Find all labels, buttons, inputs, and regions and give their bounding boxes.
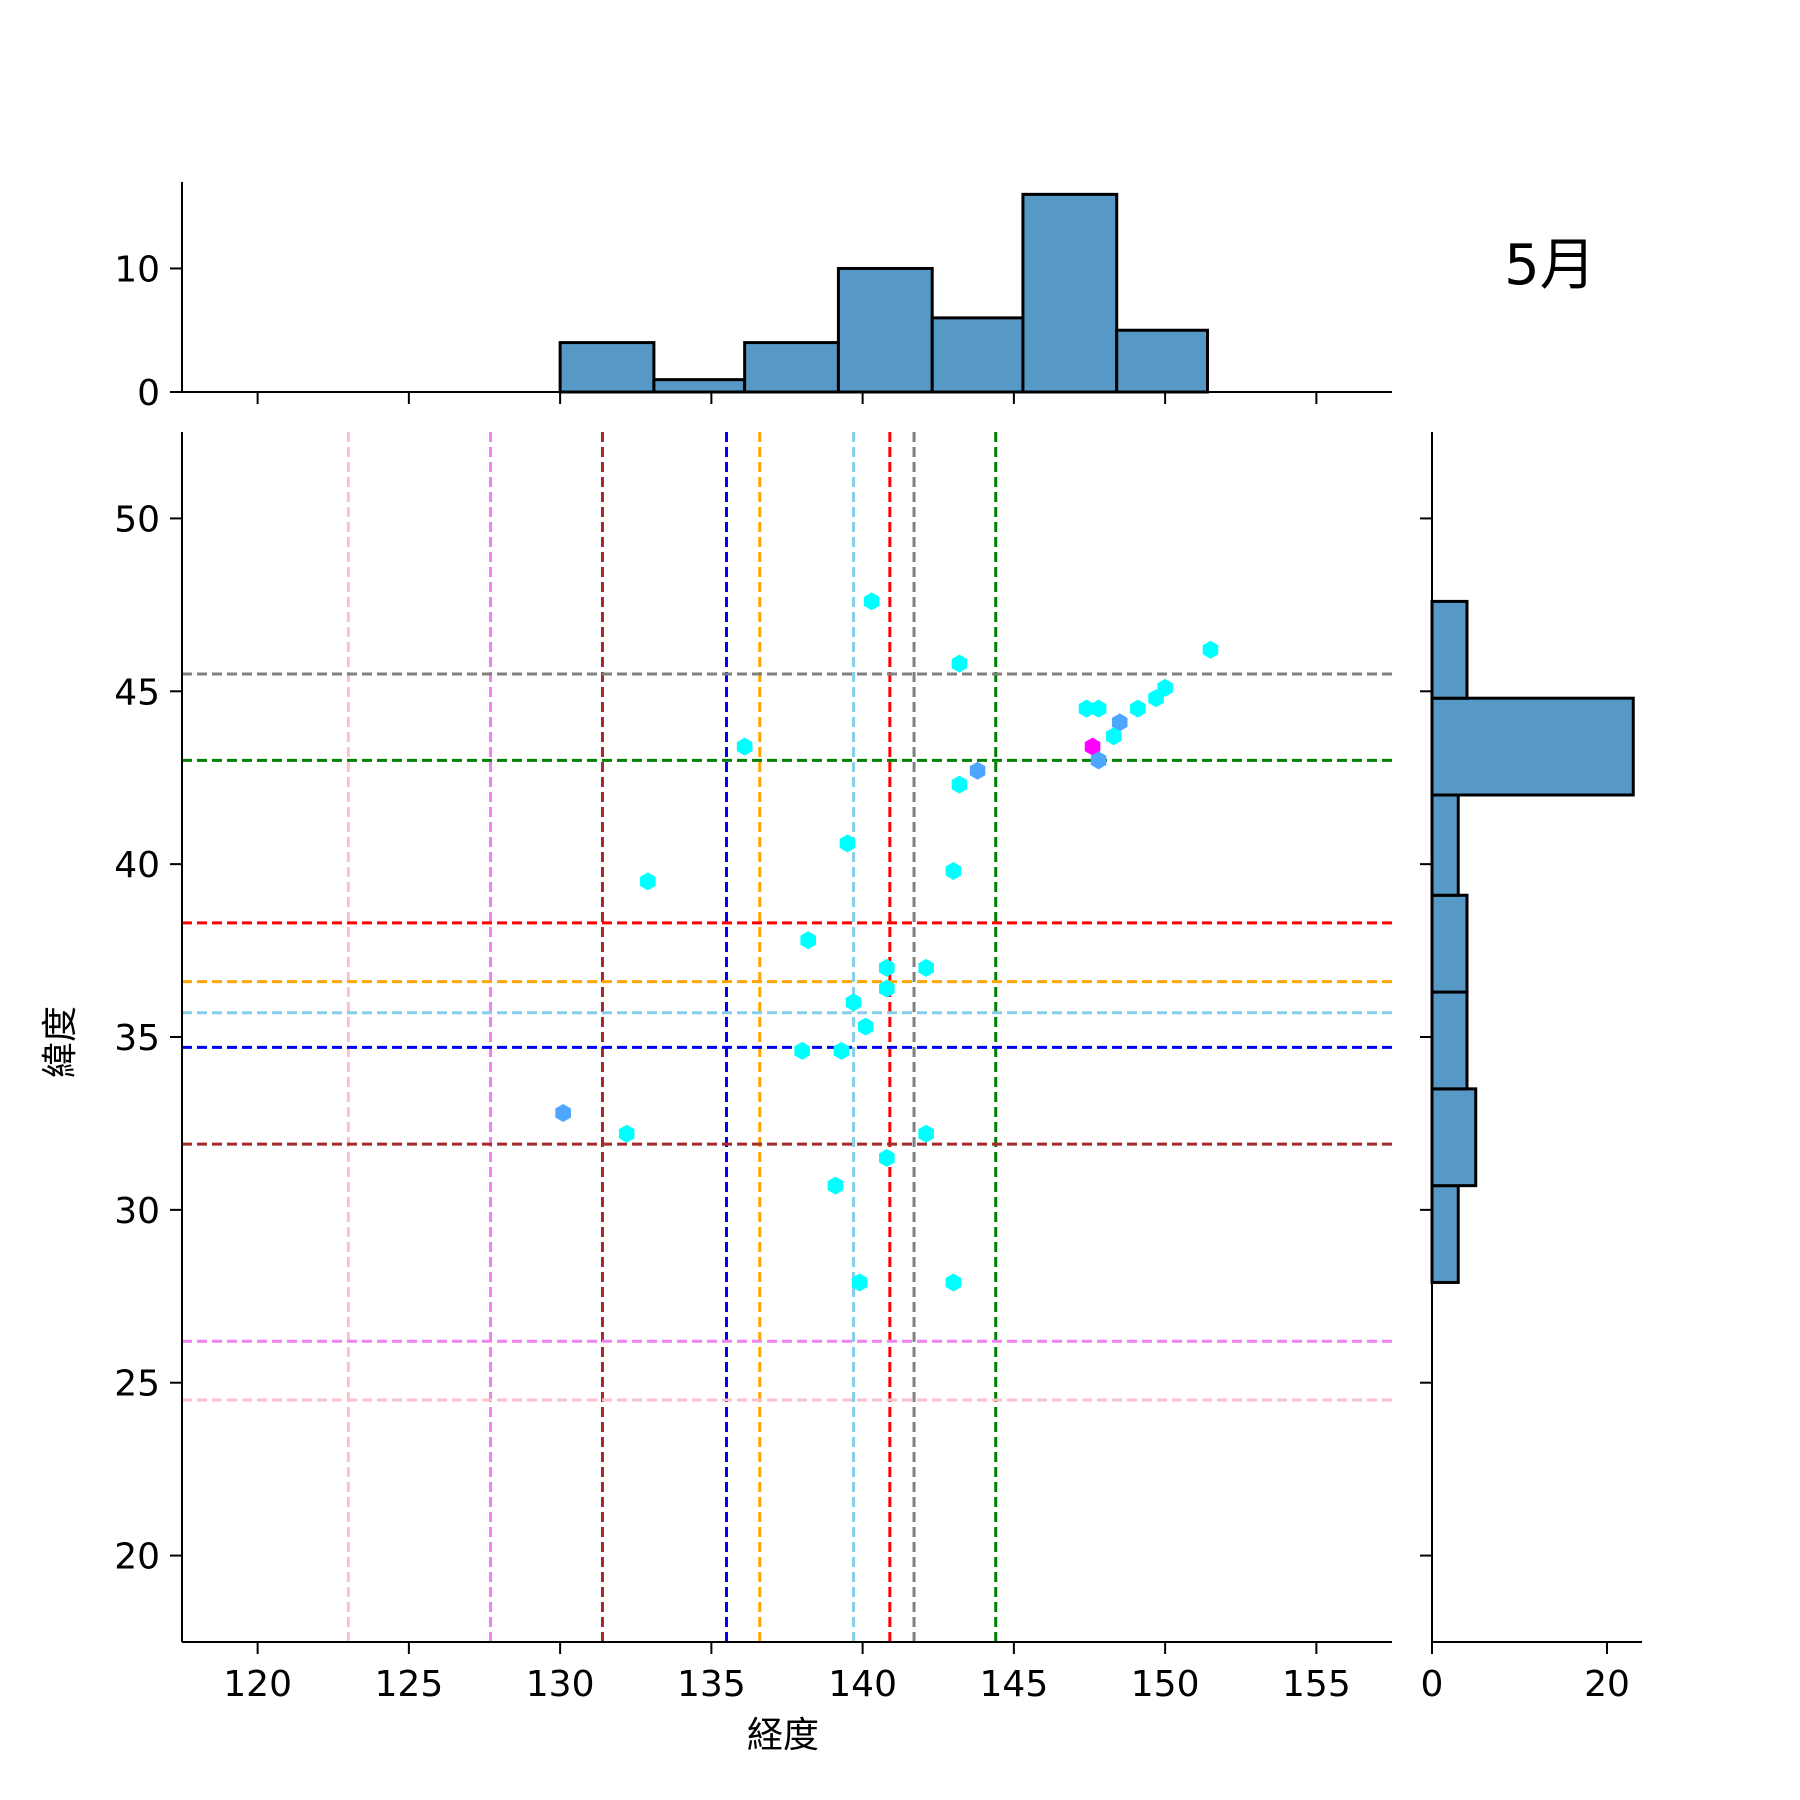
scatter-point xyxy=(736,737,753,756)
x-axis-label: 経度 xyxy=(747,1715,819,1756)
scatter-point xyxy=(839,834,856,853)
scatter-point xyxy=(1090,751,1107,770)
scatter-point xyxy=(918,958,934,977)
x-tick-label: 150 xyxy=(1131,1664,1200,1705)
scatter-point xyxy=(918,1124,934,1143)
y-tick-label: 30 xyxy=(114,1191,160,1232)
top-histogram-bar xyxy=(930,316,1025,394)
right-histogram-panel: 0 20 xyxy=(1420,432,1642,1705)
scatter-point xyxy=(555,1104,571,1123)
y-axis-label: 緯度 xyxy=(40,1006,81,1078)
y-tick-label: 40 xyxy=(114,845,160,886)
x-tick-label: 145 xyxy=(980,1664,1049,1705)
right-histogram-bar xyxy=(1430,893,1469,994)
scatter-point xyxy=(951,654,968,673)
scatter-point xyxy=(879,979,895,998)
right-histogram-bar xyxy=(1430,793,1460,897)
top-histogram-bar xyxy=(652,378,747,394)
right-histogram-bar xyxy=(1430,1087,1478,1188)
scatter-point xyxy=(1090,699,1107,718)
x-tick-label: 155 xyxy=(1282,1664,1351,1705)
top-histogram-panel: 0 10 xyxy=(114,182,1392,414)
scatter-point xyxy=(1130,699,1146,718)
top-histogram-bar xyxy=(1115,328,1209,394)
scatter-points xyxy=(555,592,1219,1292)
right-x-tick-label: 0 xyxy=(1421,1664,1444,1705)
main-axes: 120 125 130 135 140 145 150 155 20 25 30 35 40 45 50 xyxy=(114,432,1392,1705)
x-tick-label: 130 xyxy=(526,1664,595,1705)
scatter-point xyxy=(857,1017,874,1036)
scatter-point xyxy=(1078,699,1095,718)
scatter-point xyxy=(969,761,986,780)
right-histogram-bar xyxy=(1430,990,1469,1091)
right-histogram-bar xyxy=(1430,599,1469,700)
y-tick-label: 20 xyxy=(114,1537,160,1578)
scatter-point xyxy=(1084,737,1101,756)
top-histogram-bars xyxy=(558,192,1209,394)
scatter-point xyxy=(800,931,816,950)
top-histogram-bar xyxy=(743,341,840,394)
top-histogram-axes: 0 10 xyxy=(114,182,1392,414)
scatter-point xyxy=(1202,640,1219,659)
top-histogram-bar xyxy=(836,266,934,394)
horizontal-reference-lines xyxy=(182,672,1392,1402)
x-tick-label: 140 xyxy=(828,1664,897,1705)
right-histogram-bar xyxy=(1430,696,1635,797)
right-histogram-bars xyxy=(1430,599,1635,1284)
scatter-point xyxy=(845,993,862,1012)
right-histogram-axes: 0 20 xyxy=(1420,432,1642,1705)
scatter-point xyxy=(879,1149,895,1167)
scatter-point xyxy=(1105,727,1122,746)
y-tick-label: 35 xyxy=(114,1018,160,1059)
chart-title: 5月 xyxy=(1504,233,1596,298)
scatter-point xyxy=(863,592,880,611)
scatter-point xyxy=(1111,713,1128,732)
top-histogram-bar xyxy=(1021,192,1119,394)
top-histogram-bar xyxy=(558,341,656,394)
scatter-point xyxy=(879,958,895,977)
y-tick-label: 45 xyxy=(114,672,160,713)
scatter-point xyxy=(1148,689,1164,708)
y-tick-label: 25 xyxy=(114,1364,160,1405)
scatter-point xyxy=(833,1041,850,1060)
y-tick-label: 50 xyxy=(114,499,160,540)
right-x-tick-label: 20 xyxy=(1584,1664,1630,1705)
scatter-point xyxy=(794,1041,810,1060)
scatter-point xyxy=(951,775,968,794)
x-tick-label: 135 xyxy=(677,1664,746,1705)
vertical-reference-lines xyxy=(346,432,998,1642)
x-tick-label: 125 xyxy=(375,1664,444,1705)
scatter-point xyxy=(851,1273,868,1292)
scatter-point xyxy=(640,872,656,891)
top-y-tick-label: 10 xyxy=(114,249,160,290)
scatter-point xyxy=(945,1273,962,1292)
right-histogram-bar xyxy=(1430,1184,1460,1284)
scatter-point xyxy=(618,1124,635,1143)
scatter-point xyxy=(945,862,962,881)
top-y-tick-label: 0 xyxy=(137,373,160,414)
scatter-panel: 120 125 130 135 140 145 150 155 20 25 30 35 40 45 50 xyxy=(114,432,1392,1705)
scatter-point xyxy=(827,1176,844,1195)
x-tick-label: 120 xyxy=(223,1664,292,1705)
